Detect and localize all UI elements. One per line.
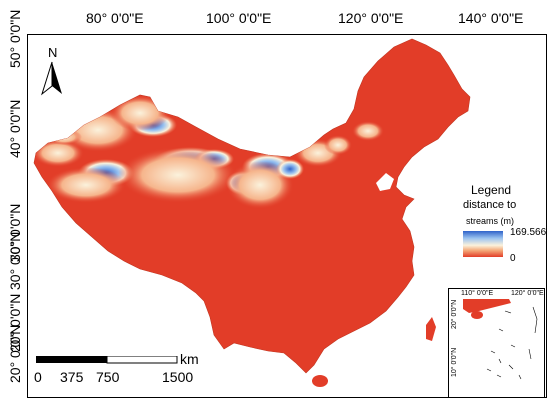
raster-map [33,38,471,387]
legend-max-value: 169.566 [510,227,547,238]
scale-bar [36,356,178,364]
lon-label-100: 100° 0'0"E [206,10,272,26]
inset-lon-label-110: 110° 0'0"E [461,290,494,297]
scale-label-750: 750 [96,369,120,385]
south-china-sea-inset: 110° 0'0"E 120° 0'0"E 20° 0'0"N 10° 0'0"… [448,288,545,398]
bohai-sea [376,173,394,191]
north-arrow-icon [41,61,62,96]
scale-label-0: 0 [34,369,42,385]
taiwan [426,317,436,341]
lon-label-140: 140° 0'0"E [458,10,524,26]
legend-subtitle: distance to [463,199,517,211]
north-label: N [48,45,58,60]
inset-lon-label-120: 120° 0'0"E [511,290,544,297]
inset-map [463,299,538,380]
scale-label-1500: 1500 [162,369,194,385]
lat-label-20-lower: 20° 0'0"N [7,324,23,383]
lat-label-50: 50° 0'0"N [7,9,23,68]
scale-label-375: 375 [60,369,84,385]
legend-subtitle-units: streams (m) [466,216,514,226]
lon-label-80: 80° 0'0"E [86,10,144,26]
lon-label-120: 120° 0'0"E [338,10,404,26]
map-frame [27,34,547,398]
legend-color-ramp [463,231,503,257]
lat-label-30-lower: 30° 0'0"N [7,231,23,290]
lat-label-40: 40° 0'0"N [7,99,23,158]
hainan [312,375,328,387]
scale-unit: km [180,351,199,367]
legend-title: Legend [471,183,512,197]
legend-min-value: 0 [510,253,516,264]
